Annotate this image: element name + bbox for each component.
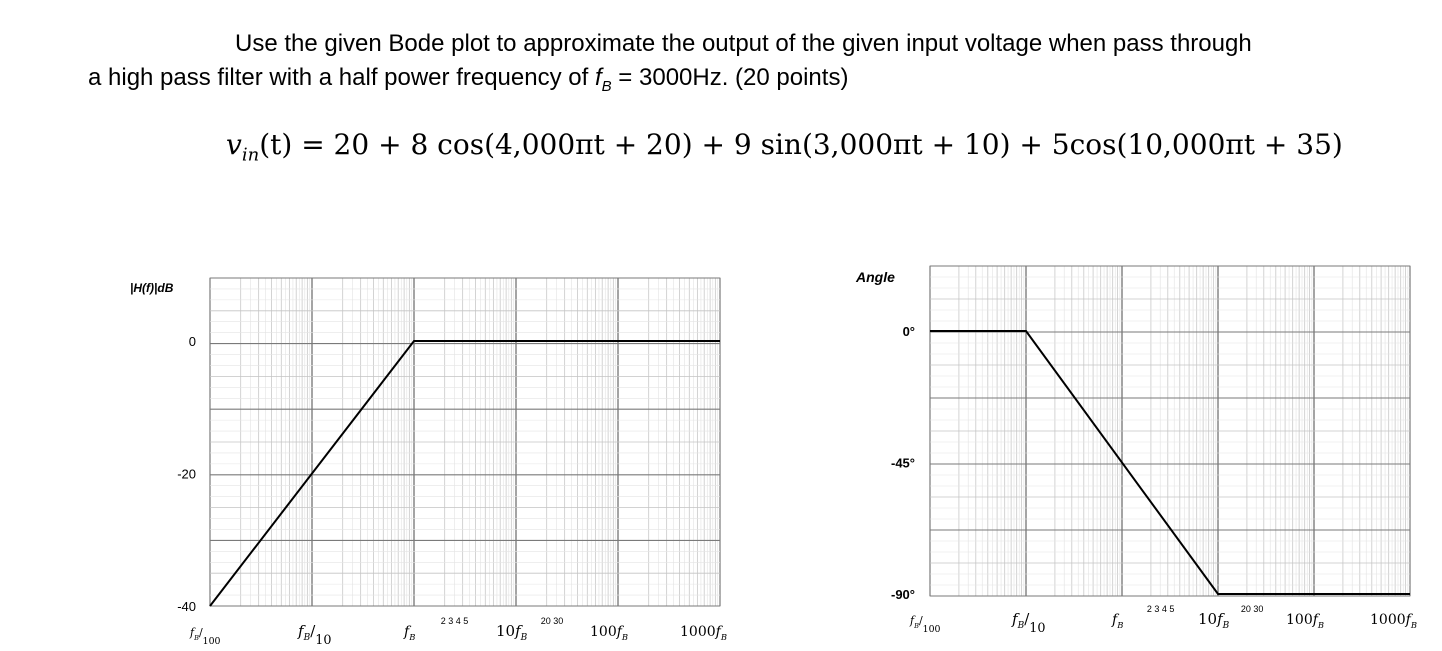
input-voltage-equation: vin(t) = 20 + 8 cos(4,000πt + 20) + 9 si… (226, 128, 1343, 166)
phase-x-minor-label: 20 30 (1241, 604, 1264, 614)
problem-statement: Use the given Bode plot to approximate t… (0, 0, 1442, 200)
phase-x-tick-100fb: 100fB (1286, 612, 1324, 630)
equation-rhs: (t) = 20 + 8 cos(4,000πt + 20) + 9 sin(3… (259, 128, 1343, 161)
magnitude-x-tick-10fb: 10fB (496, 622, 528, 643)
phase-group: Angle 0° -45° -90° fB/100 fB/10 fB 10fB 100fB 100… (855, 265, 1417, 636)
magnitude-y-axis-label: |H(f)|dB (130, 281, 174, 295)
magnitude-x-tick-1000fb: 1000fB (680, 624, 727, 642)
f-symbol: f (594, 64, 602, 91)
phase-x-tick-1000fb: 1000fB (1370, 612, 1417, 630)
magnitude-x-tick-fb-10: fB/10 (297, 622, 331, 648)
problem-line-2-value: = 3000Hz. (20 points) (611, 64, 849, 91)
phase-y-tick-label: -90° (891, 587, 915, 602)
b-subscript: B (601, 77, 612, 95)
magnitude-y-tick-label: 0 (189, 334, 196, 349)
phase-y-axis-label: Angle (855, 269, 895, 285)
magnitude-x-minor-label: 2 3 4 5 (441, 616, 469, 626)
magnitude-x-tick-fb: fB (403, 624, 415, 642)
phase-x-tick-fb-10: fB/10 (1011, 610, 1045, 636)
phase-y-tick-label: -45° (891, 456, 915, 471)
phase-series-line (930, 330, 1410, 595)
magnitude-x-tick-fb-100: fB/100 (189, 626, 221, 647)
magnitude-y-tick-label: -40 (177, 599, 196, 614)
magnitude-y-tick-label: -20 (177, 467, 196, 482)
phase-x-tick-fb-100: fB/100 (909, 614, 941, 635)
magnitude-group: |H(f)|dB 0 -20 -40 fB/100 fB/10 fB 10fB 100fB 100… (130, 277, 727, 648)
phase-x-tick-10fb: 10fB (1198, 610, 1230, 631)
half-power-frequency-symbol: fB (594, 64, 612, 95)
problem-line-1: Use the given Bode plot to approximate t… (235, 30, 1252, 57)
phase-x-minor-label: 2 3 4 5 (1147, 604, 1175, 614)
phase-y-tick-label: 0° (903, 324, 915, 339)
equation-lhs: v (226, 128, 242, 161)
problem-line-2: a high pass filter with a half power fre… (88, 64, 848, 95)
magnitude-x-tick-100fb: 100fB (590, 624, 628, 642)
phase-x-tick-fb: fB (1111, 612, 1123, 630)
equation-lhs-sub: in (241, 144, 260, 166)
magnitude-x-minor-label: 20 30 (541, 616, 564, 626)
problem-line-2-text: a high pass filter with a half power fre… (88, 64, 595, 91)
